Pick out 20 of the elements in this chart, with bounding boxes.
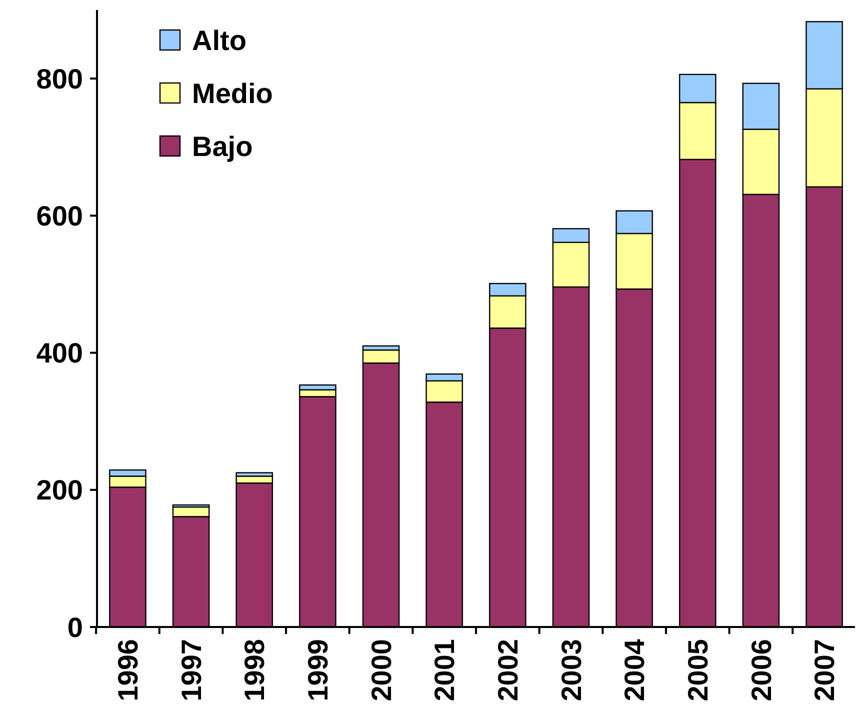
x-tick-label: 2002 <box>492 639 524 702</box>
x-tick-label: 1998 <box>239 639 270 702</box>
x-tick-label: 1996 <box>112 639 144 702</box>
x-tick-label: 2007 <box>809 639 840 702</box>
x-tick-label: 2001 <box>429 639 460 702</box>
y-tick-label: 800 <box>36 63 83 94</box>
x-tick-label: 2003 <box>556 639 587 702</box>
x-tick-label: 1997 <box>176 639 207 702</box>
legend-label: Medio <box>192 78 273 109</box>
x-tick-label: 2000 <box>366 639 397 702</box>
y-tick-label: 400 <box>36 338 83 369</box>
y-tick-label: 0 <box>67 612 83 643</box>
x-tick-label: 1999 <box>302 639 334 702</box>
x-tick-label: 2006 <box>746 639 777 702</box>
y-tick-label: 200 <box>36 474 83 506</box>
legend-label: Alto <box>192 24 246 56</box>
y-tick-label: 600 <box>36 200 83 232</box>
x-tick-label: 2005 <box>682 639 714 702</box>
legend-label: Bajo <box>192 130 253 162</box>
x-tick-label: 2004 <box>619 638 650 702</box>
